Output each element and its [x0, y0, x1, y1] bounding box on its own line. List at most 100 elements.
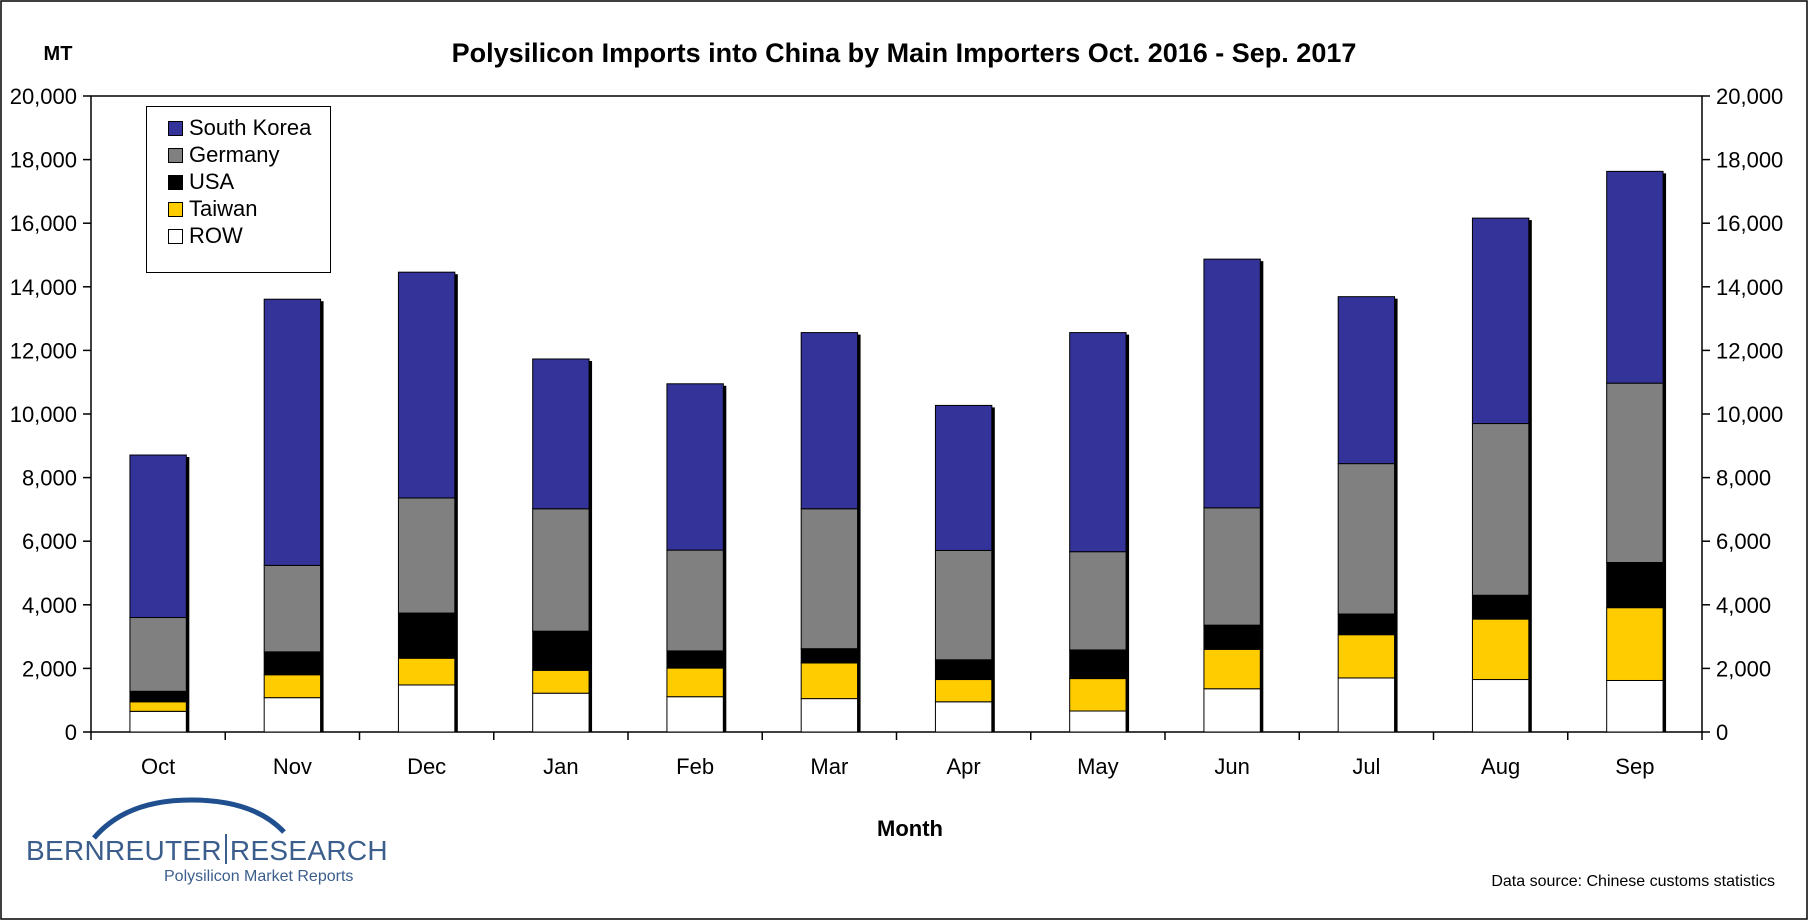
- bar-segment-usa: [1606, 562, 1664, 609]
- x-tick-label: Oct: [141, 754, 175, 779]
- legend-swatch: [168, 228, 183, 244]
- bar-segment-usa: [263, 651, 322, 676]
- bar-segment-germany: [1069, 551, 1127, 651]
- y-tick-label-left: 18,000: [10, 148, 77, 173]
- bar-segment-row: [1203, 688, 1261, 733]
- bar-segment-germany: [800, 508, 859, 650]
- bernreuter-logo: BERNREUTER RESEARCH Polysilicon Market Re…: [26, 796, 446, 896]
- x-tick-label: Jan: [543, 754, 578, 779]
- bar-shadow: [857, 334, 861, 732]
- logo-subtitle: Polysilicon Market Reports: [164, 868, 354, 885]
- y-tick-label-left: 14,000: [10, 275, 77, 300]
- bar-segment-south-korea: [532, 358, 590, 510]
- y-tick-label-right: 18,000: [1716, 148, 1783, 173]
- logo-divider: [224, 834, 227, 864]
- logo-name-part1: BERNREUTER: [26, 835, 222, 866]
- x-tick-label: Dec: [407, 754, 446, 779]
- bar-segment-south-korea: [666, 383, 724, 551]
- bar-segment-row: [397, 684, 456, 733]
- bar-shadow: [1528, 220, 1532, 732]
- bar-segment-south-korea: [800, 332, 859, 510]
- legend-item: Germany: [168, 142, 279, 168]
- bar-segment-south-korea: [1471, 217, 1530, 425]
- bar-segment-taiwan: [1471, 618, 1530, 681]
- legend-item: South Korea: [168, 115, 311, 141]
- x-tick-label: Mar: [810, 754, 848, 779]
- y-tick-label-right: 8,000: [1716, 466, 1771, 491]
- legend-label: USA: [189, 169, 235, 194]
- bar-segment-south-korea: [1606, 170, 1664, 384]
- legend-swatch: [168, 147, 183, 163]
- bar-segment-usa: [397, 612, 456, 659]
- bar-segment-taiwan: [1069, 678, 1127, 712]
- legend-item: Taiwan: [168, 196, 257, 222]
- bar-segment-usa: [800, 648, 859, 664]
- bar-segment-germany: [666, 549, 724, 652]
- data-source-note: Data source: Chinese customs statistics: [1491, 873, 1775, 890]
- bar-segment-row: [934, 701, 993, 733]
- bar-segment-usa: [1471, 594, 1530, 620]
- y-axis-unit-label: MT: [44, 43, 73, 65]
- bar-segment-south-korea: [1203, 258, 1261, 509]
- y-tick-label-left: 4,000: [22, 593, 77, 618]
- bar-shadow: [1663, 173, 1667, 733]
- bar-segment-usa: [934, 659, 993, 681]
- x-tick-label: May: [1077, 754, 1119, 779]
- bar-segment-germany: [397, 497, 456, 614]
- bar-segment-germany: [1203, 507, 1261, 626]
- bar-segment-south-korea: [1069, 332, 1127, 553]
- legend-label: Taiwan: [189, 196, 258, 221]
- bar-segment-taiwan: [666, 667, 724, 698]
- chart-title: Polysilicon Imports into China by Main I…: [452, 38, 1357, 68]
- x-tick-label: Apr: [947, 754, 981, 779]
- bar-shadow: [1394, 298, 1398, 732]
- x-tick-label: Jun: [1214, 754, 1249, 779]
- y-tick-label-left: 6,000: [22, 529, 77, 554]
- bar-segment-taiwan: [1337, 634, 1396, 679]
- x-tick-label: Feb: [676, 754, 714, 779]
- y-tick-label-right: 10,000: [1716, 402, 1783, 427]
- bar-segment-row: [666, 696, 724, 733]
- y-tick-label-right: 20,000: [1716, 84, 1783, 109]
- bar-segment-row: [1471, 679, 1530, 733]
- y-tick-label-right: 12,000: [1716, 338, 1783, 363]
- logo-arc-graphic: [92, 797, 286, 840]
- bar-segment-row: [1606, 679, 1664, 733]
- bar-segment-taiwan: [263, 674, 322, 699]
- bar-segment-south-korea: [263, 298, 322, 566]
- bar-segment-row: [1069, 710, 1127, 733]
- bar-shadow: [589, 360, 593, 732]
- bar-segment-row: [532, 692, 590, 733]
- y-tick-label-left: 16,000: [10, 211, 77, 236]
- bar-segment-usa: [532, 630, 590, 671]
- bar-segment-germany: [1337, 463, 1396, 615]
- bar-shadow: [320, 301, 324, 732]
- y-tick-label-right: 14,000: [1716, 275, 1783, 300]
- bar-segment-taiwan: [800, 662, 859, 700]
- legend-label: South Korea: [189, 115, 312, 140]
- bar-segment-taiwan: [1203, 648, 1261, 690]
- bar-segment-south-korea: [934, 404, 993, 551]
- bar-shadow: [186, 457, 190, 732]
- bar-segment-usa: [666, 650, 724, 669]
- y-tick-label-left: 0: [65, 720, 77, 745]
- y-tick-label-left: 12,000: [10, 338, 77, 363]
- bar-segment-usa: [1203, 624, 1261, 650]
- y-tick-label-left: 20,000: [10, 84, 77, 109]
- y-tick-label-left: 10,000: [10, 402, 77, 427]
- bar-segment-taiwan: [1606, 607, 1664, 681]
- legend-swatch: [168, 201, 183, 217]
- bar-segment-usa: [1069, 649, 1127, 680]
- bar-segment-row: [263, 697, 322, 733]
- bar-segment-taiwan: [129, 701, 187, 712]
- legend-swatch: [168, 120, 183, 136]
- bar-shadow: [454, 274, 458, 732]
- y-tick-label-right: 16,000: [1716, 211, 1783, 236]
- bar-shadow: [1126, 334, 1130, 732]
- bar-segment-taiwan: [934, 679, 993, 703]
- legend-swatch: [168, 174, 183, 190]
- x-axis-title: Month: [877, 816, 943, 841]
- bar-segment-germany: [129, 617, 187, 692]
